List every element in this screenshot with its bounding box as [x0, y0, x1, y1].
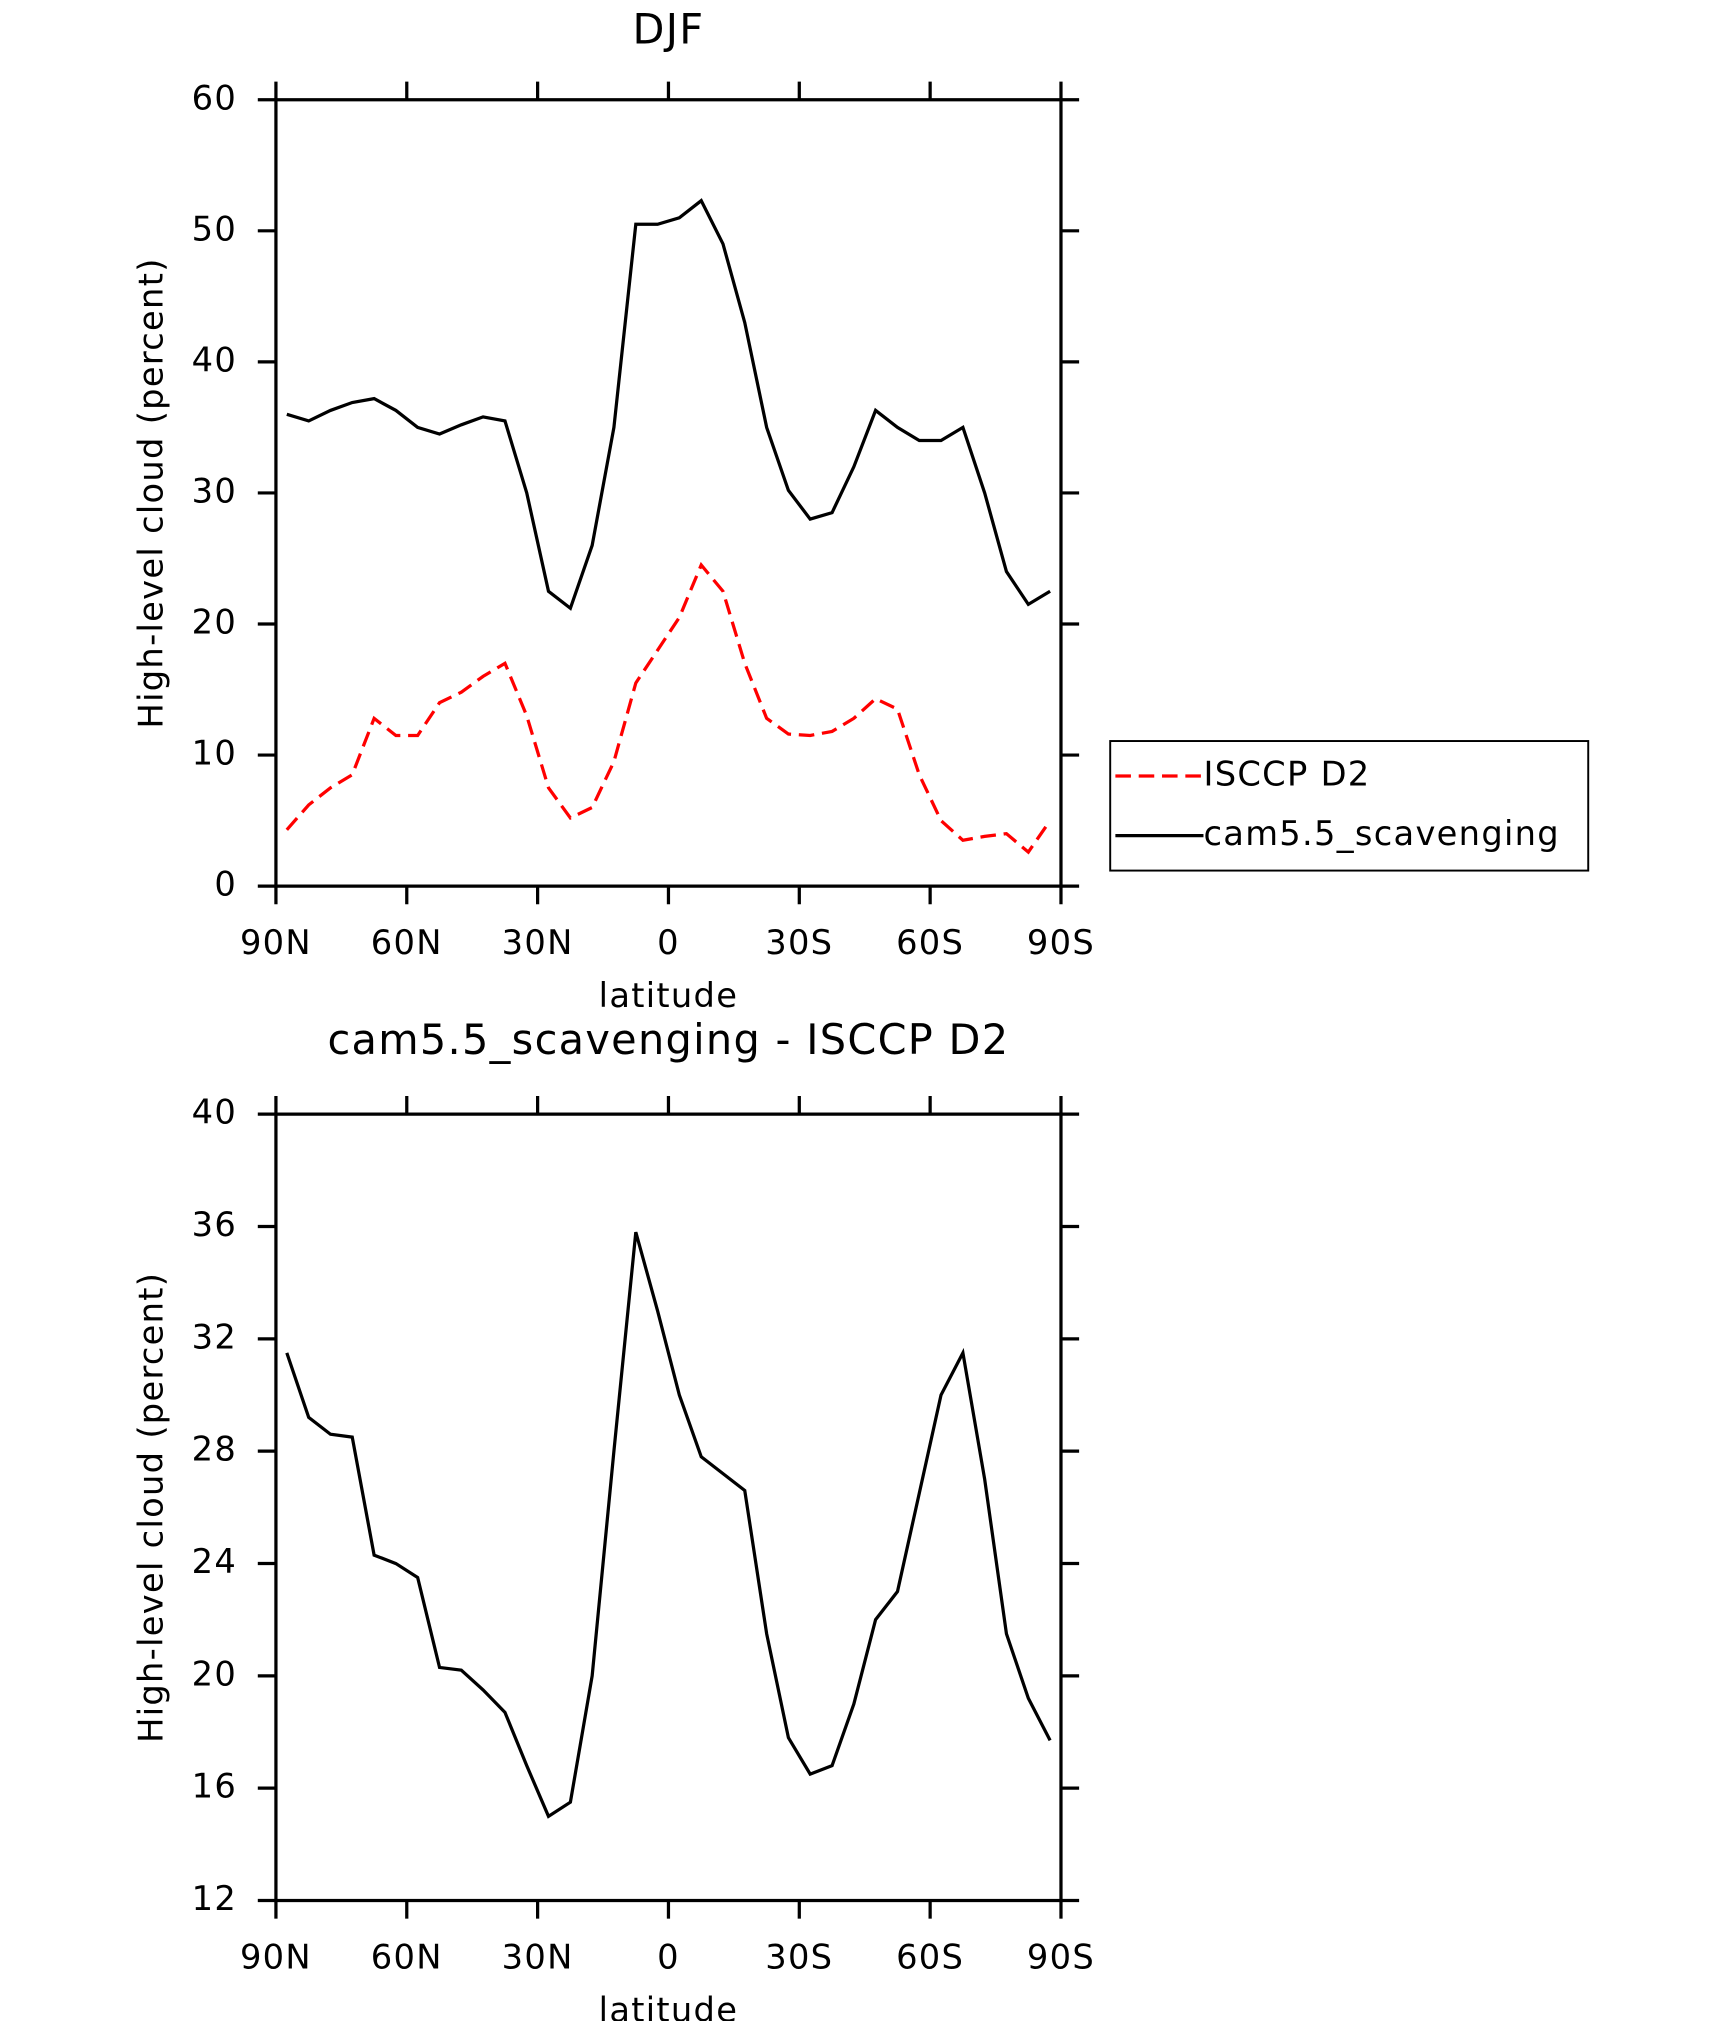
y-tick-label: 30: [192, 471, 237, 510]
x-tick-label: 30N: [502, 1937, 574, 1976]
y-tick-label: 50: [192, 209, 237, 248]
plot-frame: [274, 98, 1063, 888]
y-tick-label: 36: [192, 1205, 237, 1244]
y-tick-label: 24: [192, 1542, 237, 1581]
x-tick-label: 90N: [240, 923, 312, 962]
y-tick-label: 20: [192, 1654, 237, 1693]
x-axis-label: latitude: [599, 1990, 739, 2021]
x-tick-label: 90S: [1027, 923, 1095, 962]
legend-box: [1109, 740, 1590, 872]
chart-title: cam5.5_scavenging - ISCCP D2: [327, 1016, 1009, 1064]
x-axis-label: latitude: [599, 976, 739, 1015]
legend-label: cam5.5_scavenging: [1203, 814, 1559, 853]
x-tick-label: 0: [657, 923, 680, 962]
legend-label: ISCCP D2: [1203, 755, 1370, 794]
x-tick-label: 60N: [371, 1937, 443, 1976]
x-tick-label: 90N: [240, 1937, 312, 1976]
y-tick-label: 60: [192, 78, 237, 117]
y-tick-label: 32: [192, 1317, 237, 1356]
chart-title: DJF: [633, 5, 705, 53]
y-tick-label: 40: [192, 340, 237, 379]
x-tick-label: 90S: [1027, 1937, 1095, 1976]
x-tick-label: 60N: [371, 923, 443, 962]
y-tick-label: 12: [192, 1879, 237, 1918]
y-tick-label: 0: [214, 865, 237, 904]
y-tick-label: 20: [192, 603, 237, 642]
data-line: [286, 198, 1051, 611]
data-line: [285, 561, 1052, 855]
data-line: [285, 1231, 1052, 1819]
plot-frame: [274, 1112, 1063, 1903]
x-tick-label: 0: [657, 1937, 680, 1976]
y-axis-label: High-level cloud (percent): [131, 257, 170, 728]
x-tick-label: 60S: [896, 923, 964, 962]
y-tick-label: 28: [192, 1430, 237, 1469]
x-tick-label: 60S: [896, 1937, 964, 1976]
x-tick-label: 30N: [502, 923, 574, 962]
y-tick-label: 16: [192, 1767, 237, 1806]
x-tick-label: 30S: [765, 1937, 833, 1976]
x-tick-label: 30S: [765, 923, 833, 962]
y-axis-label: High-level cloud (percent): [131, 1272, 170, 1743]
y-tick-label: 40: [192, 1093, 237, 1132]
y-tick-label: 10: [192, 734, 237, 773]
